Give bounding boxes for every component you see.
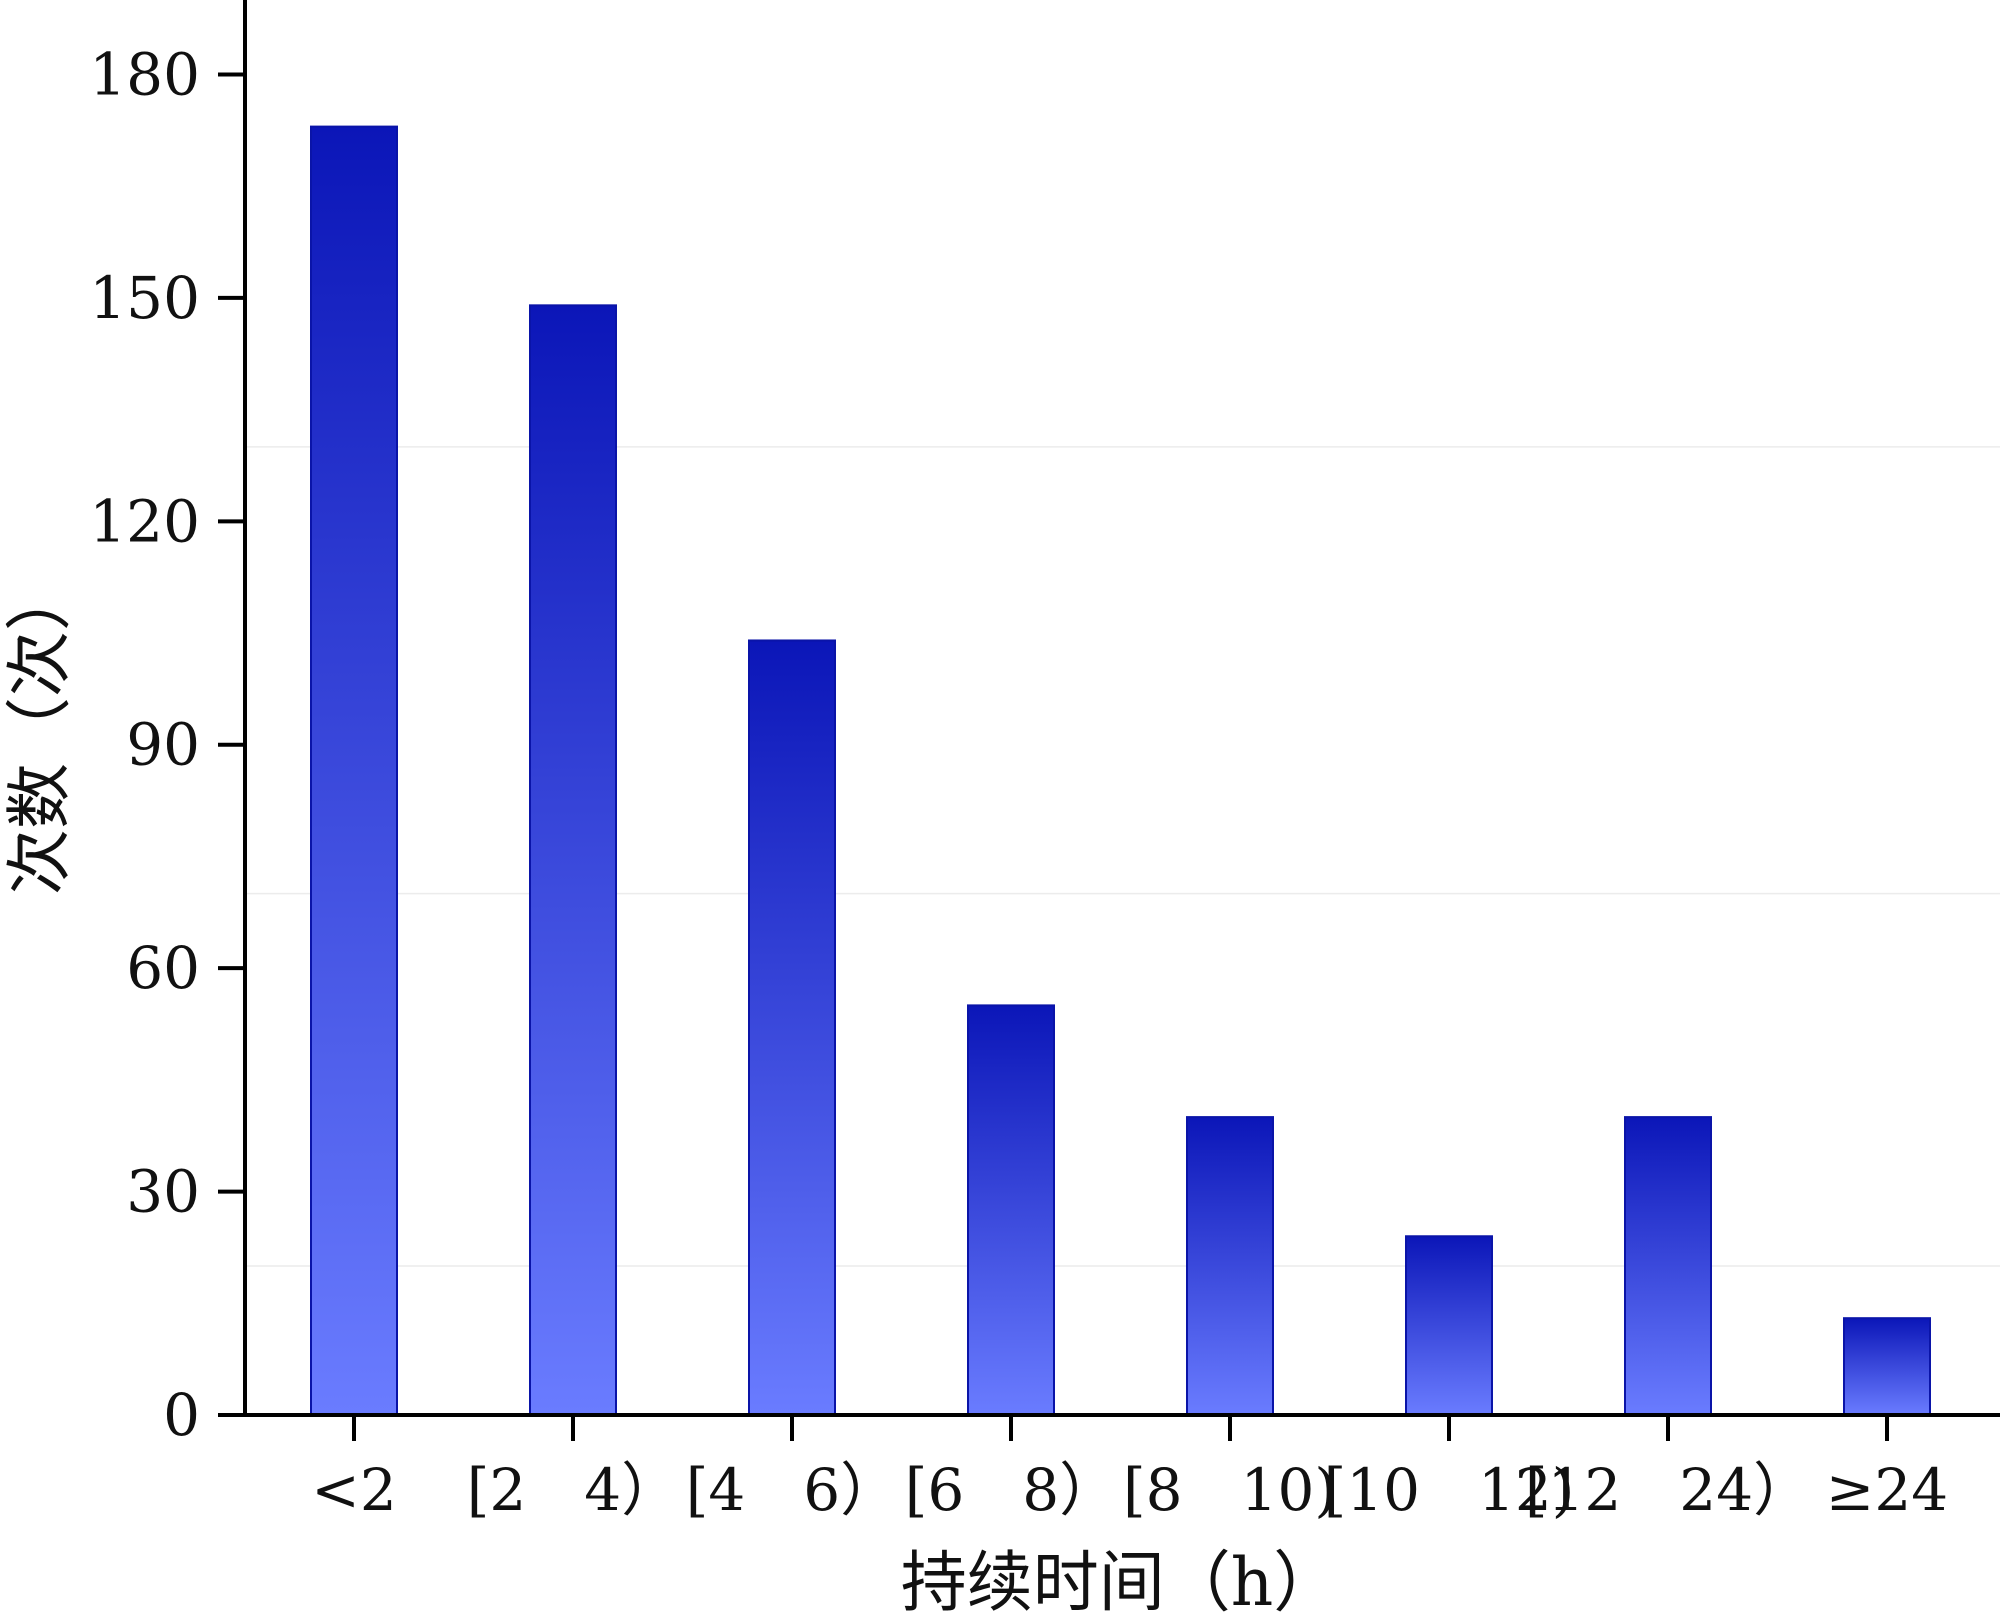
bar [1624, 1116, 1712, 1416]
y-tick-label: 120 [89, 487, 200, 555]
bar [310, 125, 398, 1417]
bars-group [310, 125, 1931, 1417]
y-axis-ticks: 0 30 60 90 120 150 180 [89, 40, 245, 1449]
x-tick-label: [2 4） [467, 1456, 679, 1524]
bar [529, 304, 617, 1416]
x-tick-label: [8 10) [1123, 1456, 1337, 1524]
y-tick-label: 150 [89, 264, 200, 332]
y-tick-label: 30 [126, 1158, 200, 1226]
y-axis-title: 次数（次） [1, 565, 78, 895]
x-tick-label: [10 12) [1324, 1456, 1575, 1524]
bar [967, 1004, 1055, 1416]
grid-lines [245, 446, 2000, 1267]
x-tick-label: [4 6） [686, 1456, 898, 1524]
x-tick-label: [6 8） [905, 1456, 1117, 1524]
x-tick-label: ≥24 [1826, 1456, 1948, 1524]
bar [1405, 1235, 1493, 1417]
y-tick-label: 0 [163, 1381, 200, 1449]
y-tick-label: 180 [89, 40, 200, 108]
bar [1186, 1116, 1274, 1416]
bar [1843, 1317, 1931, 1416]
y-tick-label: 90 [126, 711, 200, 779]
x-axis-ticks: <2 [2 4） [4 6） [6 8） [8 10)[10 12)[12 24） ≥24 [311, 1415, 1948, 1524]
bar [748, 639, 836, 1416]
x-tick-label: <2 [311, 1456, 397, 1524]
x-tick-label: [12 24） [1525, 1456, 1811, 1524]
y-tick-label: 60 [126, 934, 200, 1002]
x-axis-title: 持续时间（h） [901, 1544, 1340, 1621]
